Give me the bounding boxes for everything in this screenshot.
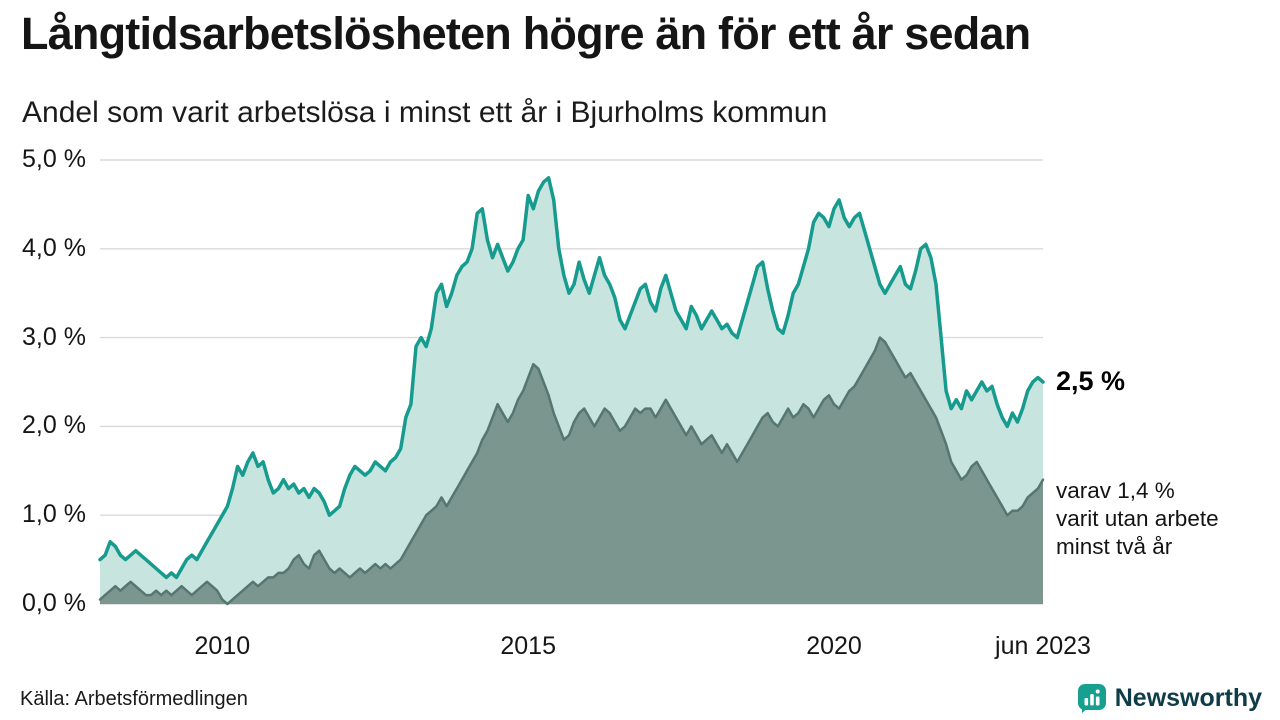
line-minst-tva-ar: [98, 336, 1045, 606]
newsworthy-wordmark: Newsworthy: [1114, 683, 1262, 712]
newsworthy-logo: Newsworthy: [1077, 683, 1262, 713]
source-caption: Källa: Arbetsförmedlingen: [20, 688, 248, 710]
latest-value-annotation: 2,5 %: [1056, 366, 1126, 396]
annotation-line: minst två år: [1056, 534, 1173, 559]
secondary-series-annotation: varav 1,4 % varit utan arbete minst två …: [1056, 477, 1219, 561]
line-minst-ett-ar: [98, 176, 1045, 580]
chart-subtitle: Andel som varit arbetslösa i minst ett å…: [22, 96, 828, 129]
area-minst-tva-ar: [100, 337, 1043, 604]
annotation-line: varav 1,4 %: [1056, 478, 1175, 503]
chart-title: Långtidsarbetslösheten högre än för ett …: [21, 8, 1031, 59]
bar-chart-icon: [1077, 684, 1106, 713]
annotation-line: varit utan arbete: [1056, 506, 1219, 531]
